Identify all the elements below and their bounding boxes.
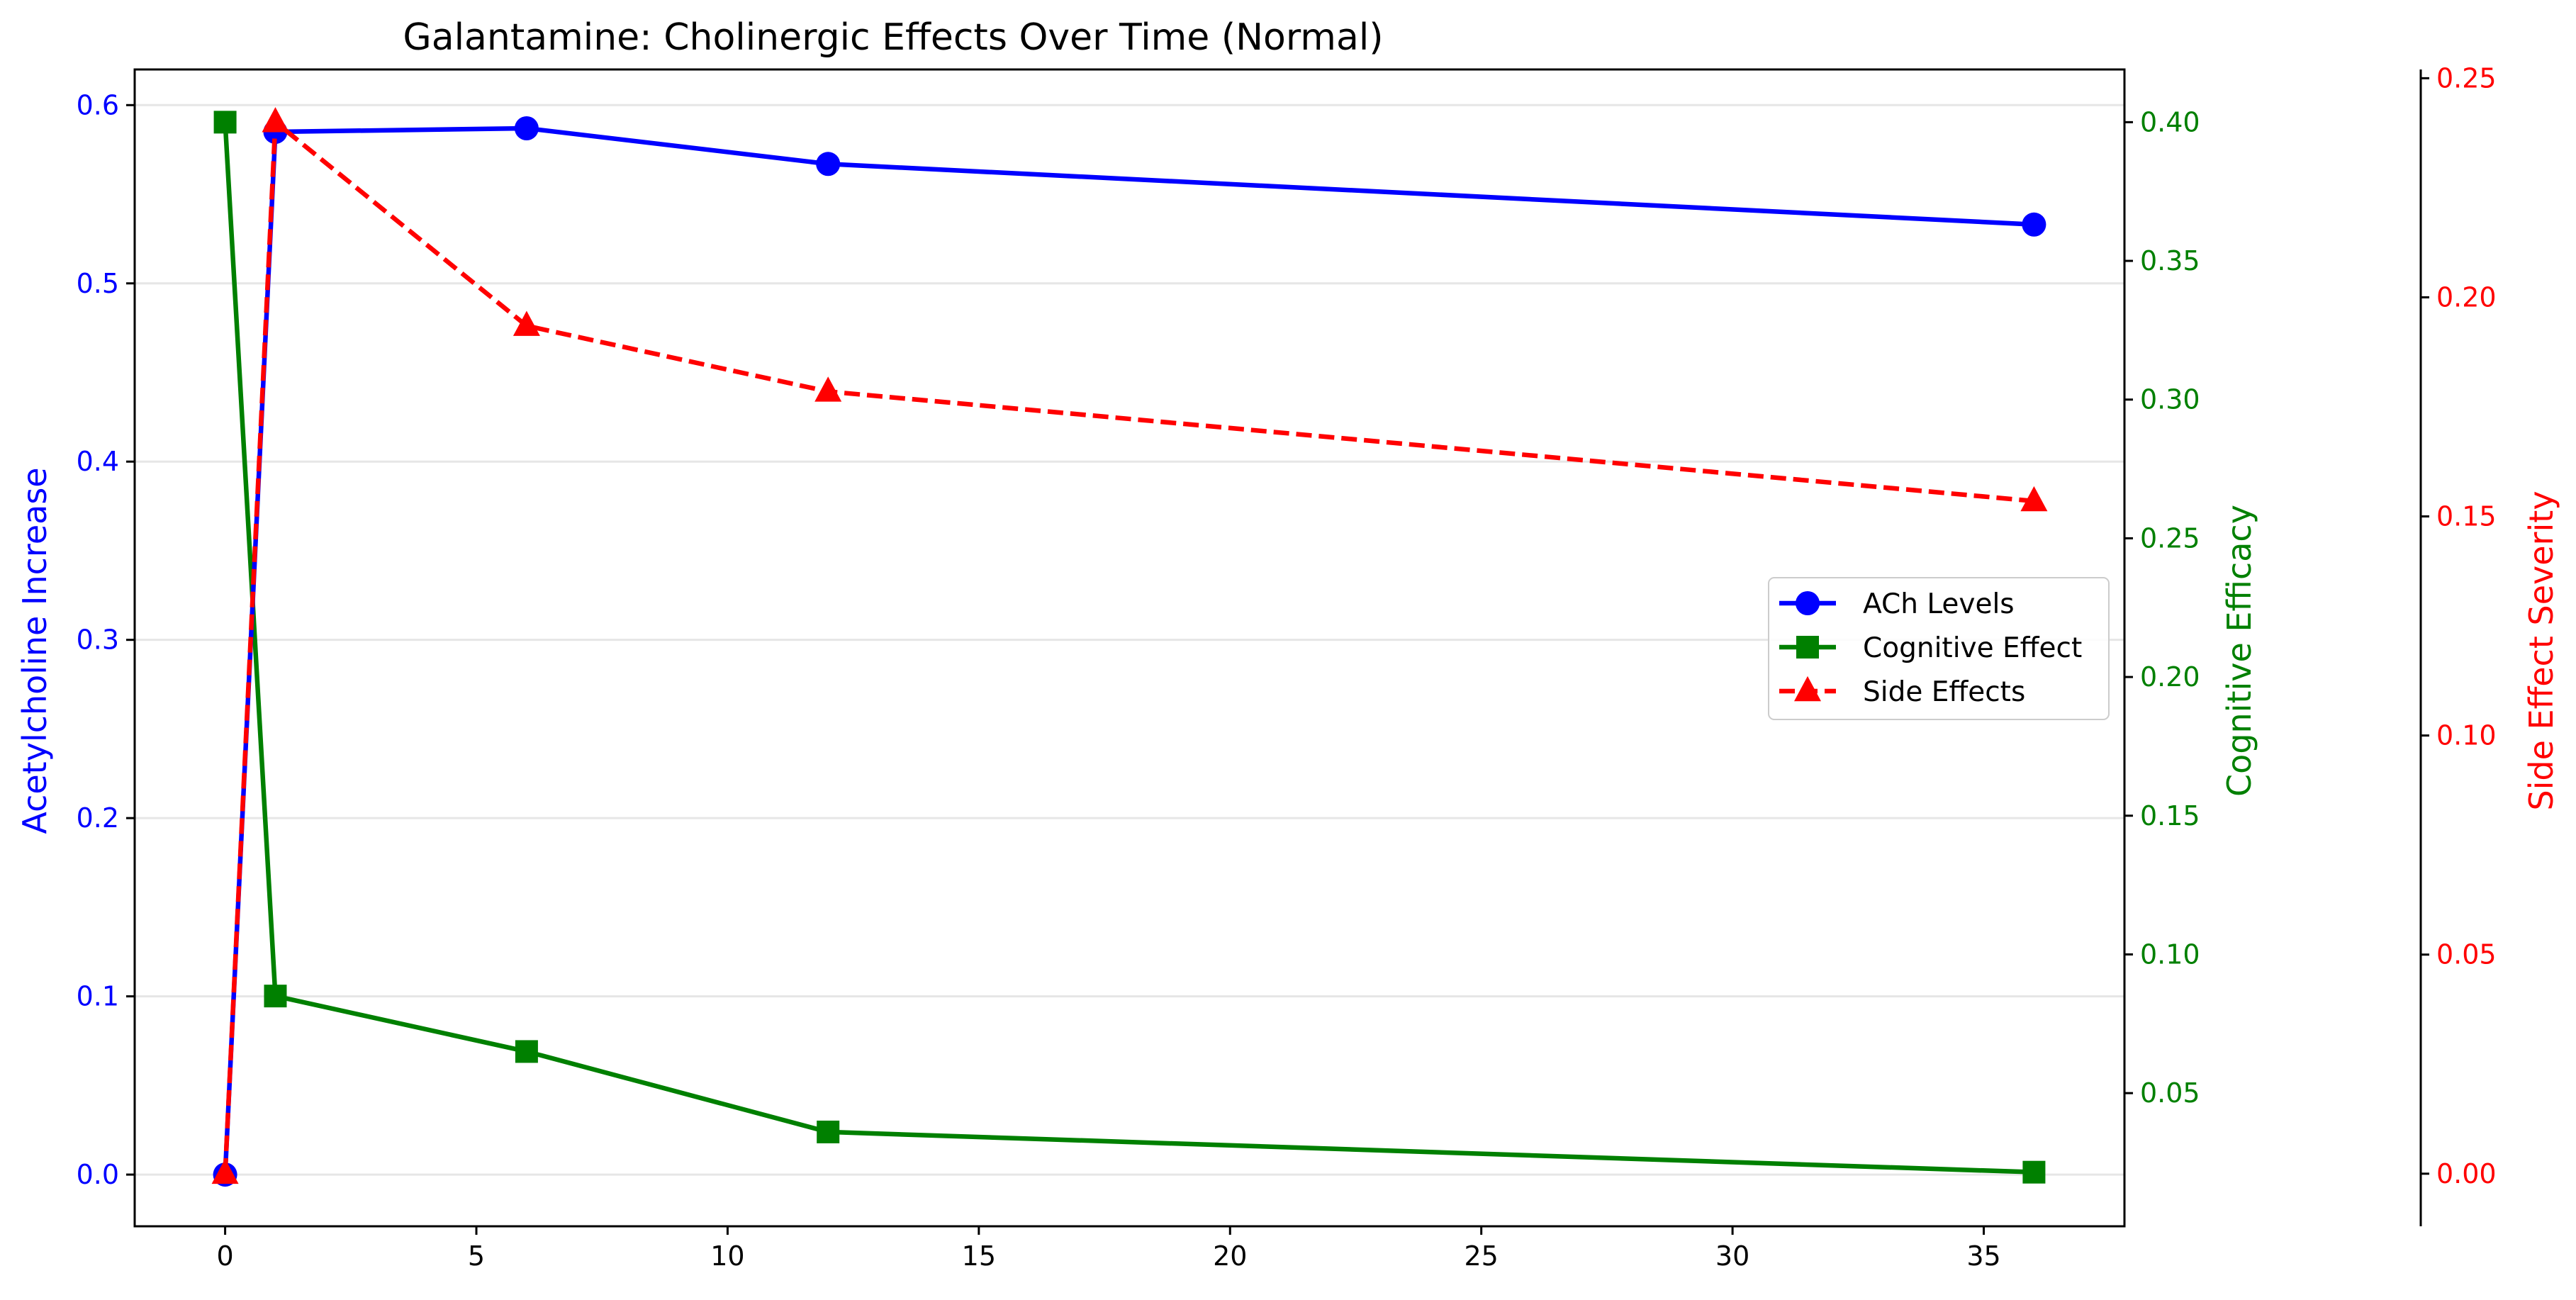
far-right-axis-tick-label-5: 0.25	[2436, 62, 2497, 94]
x-tick-label-2: 10	[710, 1240, 744, 1272]
x-tick-label-7: 35	[1966, 1240, 2000, 1272]
right-axis-tick-label-6: 0.35	[2140, 245, 2200, 276]
legend-label-side-effects: Side Effects	[1863, 676, 2025, 708]
far-right-axis-tick-label-1: 0.05	[2436, 939, 2497, 970]
grid-lines	[135, 103, 2124, 1176]
right-axis-tick-label-0: 0.05	[2140, 1077, 2200, 1109]
right-axis-tick-label-2: 0.15	[2140, 800, 2200, 831]
right-axis-tick-label-1: 0.10	[2140, 938, 2200, 970]
far-right-axis-tick-label-2: 0.10	[2436, 720, 2497, 751]
legend-entry-cognitive-effect: Cognitive Effect	[1779, 632, 2082, 664]
legend-marker-side-effects	[1794, 676, 1821, 702]
chart-title: Galantamine: Cholinergic Effects Over Ti…	[403, 16, 1383, 59]
legend-marker-cognitive-effect	[1796, 636, 1819, 659]
series-line-cognitive-effect	[223, 122, 2034, 1175]
data-point-cognitive-effect-4	[2022, 1160, 2046, 1184]
legend: ACh Levels Cognitive Effect Side Effects	[1768, 577, 2110, 720]
data-point-cognitive-effect-0	[213, 111, 237, 134]
data-point-side-effects-0	[211, 1158, 239, 1184]
left-axis-tick-label-4: 0.4	[77, 446, 119, 477]
left-axis-tick-label-0: 0.0	[77, 1159, 119, 1190]
far-right-axis-tick-label-0: 0.00	[2436, 1158, 2497, 1189]
left-axis-label: Acetylcholine Increase	[16, 467, 54, 834]
legend-label-ach-levels: ACh Levels	[1863, 588, 2015, 620]
data-point-cognitive-effect-2	[515, 1040, 538, 1063]
left-axis-tick-label-3: 0.3	[77, 624, 119, 656]
data-point-ach-levels-4	[2022, 212, 2046, 237]
x-tick-label-5: 25	[1465, 1240, 1499, 1272]
legend-label-cognitive-effect: Cognitive Effect	[1863, 632, 2082, 664]
series-line-ach-levels	[223, 125, 2034, 1175]
data-point-cognitive-effect-3	[817, 1120, 840, 1143]
far-right-axis-tick-label-3: 0.15	[2436, 501, 2497, 532]
legend-entry-side-effects: Side Effects	[1779, 676, 2025, 708]
ticks-layer: 0 5 10 15 20 25 30 35 0.0 0.1 0.2 0.3 0.4 0.5 0.6 0.05 0…	[77, 62, 2497, 1272]
right-axis-tick-label-3: 0.20	[2140, 661, 2200, 693]
data-point-ach-levels-3	[816, 152, 841, 176]
series-line-side-effects	[223, 119, 2034, 1174]
data-point-side-effects-4	[2020, 486, 2048, 512]
right-axis-tick-label-5: 0.30	[2140, 384, 2200, 415]
data-point-side-effects-3	[814, 376, 842, 402]
left-axis-tick-label-5: 0.5	[77, 268, 119, 299]
data-point-ach-levels-2	[514, 116, 539, 140]
far-right-axis-label: Side Effect Severity	[2522, 491, 2560, 810]
far-right-axis-tick-label-4: 0.20	[2436, 281, 2497, 313]
data-point-side-effects-2	[513, 310, 540, 336]
x-tick-label-1: 5	[468, 1240, 485, 1272]
legend-marker-ach-levels	[1796, 591, 1820, 615]
left-axis-tick-label-6: 0.6	[77, 89, 119, 121]
data-point-cognitive-effect-1	[264, 985, 287, 1008]
plot-frame	[133, 68, 2126, 1228]
left-axis-tick-label-2: 0.2	[77, 802, 119, 834]
x-tick-label-6: 30	[1715, 1240, 1749, 1272]
legend-box	[1768, 577, 2110, 720]
x-tick-label-3: 15	[962, 1240, 996, 1272]
right-axis-label: Cognitive Efficacy	[2220, 505, 2258, 797]
right-axis-tick-label-4: 0.25	[2140, 522, 2200, 554]
x-tick-label-0: 0	[216, 1240, 233, 1272]
series-layer	[211, 107, 2048, 1187]
left-axis-tick-label-1: 0.1	[77, 981, 119, 1012]
right-axis-tick-label-7: 0.40	[2140, 106, 2200, 138]
data-point-side-effects-1	[262, 107, 289, 133]
series-cognitive-effect	[213, 111, 2046, 1184]
legend-entry-ach-levels: ACh Levels	[1779, 588, 2015, 620]
series-side-effects	[211, 107, 2048, 1184]
x-tick-label-4: 20	[1213, 1240, 1247, 1272]
axes-layer	[133, 68, 2422, 1228]
